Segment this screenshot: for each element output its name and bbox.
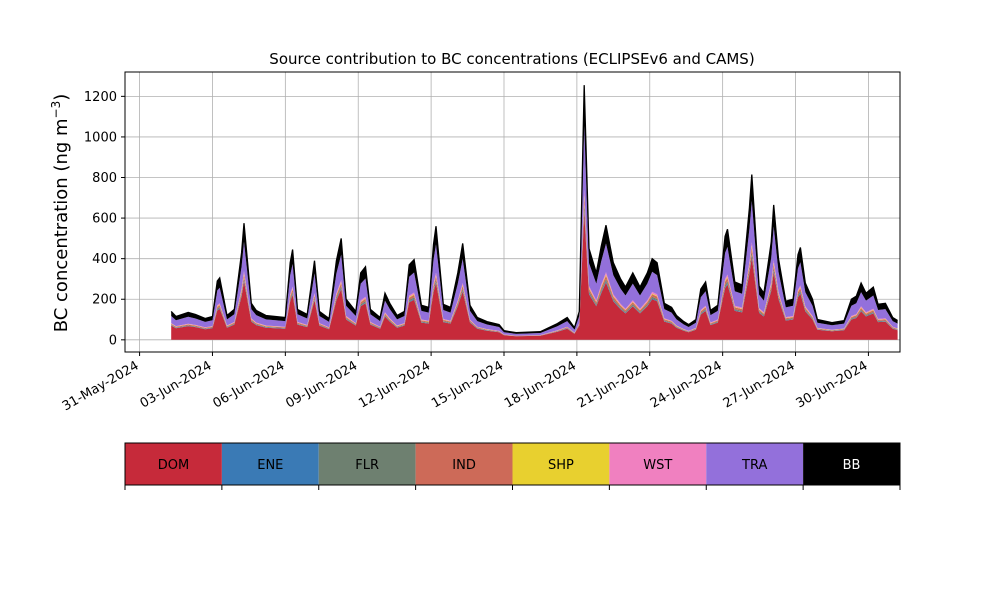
area-tra	[171, 125, 898, 336]
legend-swatch-bb	[803, 443, 900, 485]
x-tick-label: 30-Jun-2024	[794, 358, 871, 411]
legend-swatch-dom	[125, 443, 222, 485]
x-tick-label: 27-Jun-2024	[721, 358, 798, 411]
grid-lines	[125, 72, 900, 352]
legend-swatch-ene	[221, 443, 319, 485]
y-axis-label-close: )	[51, 94, 72, 101]
y-axis-label: BC concentration (ng m−3)	[49, 94, 72, 333]
x-tick-label: 31-May-2024	[60, 358, 142, 414]
y-tick-label: 200	[92, 293, 117, 308]
legend-label-flr: FLR	[355, 458, 379, 473]
y-tick-label: 1000	[84, 130, 117, 145]
x-tick-label: 21-Jun-2024	[575, 358, 652, 411]
y-tick-label: 1200	[84, 90, 117, 105]
legend-label-ind: IND	[452, 458, 476, 473]
y-tick-label: 600	[92, 212, 117, 227]
legend-label-tra: TRA	[741, 458, 767, 473]
x-tick-label: 03-Jun-2024	[138, 358, 215, 411]
y-axis-label-exponent: −3	[49, 101, 63, 119]
plot-frame	[124, 71, 901, 353]
chart-title: Source contribution to BC concentrations…	[269, 50, 754, 68]
legend-label-wst: WST	[643, 458, 672, 473]
legend-label-shp: SHP	[548, 458, 574, 473]
y-tick-label: 0	[109, 333, 117, 348]
legend-swatch-tra	[706, 443, 804, 485]
legend-swatch-ind	[415, 443, 513, 485]
legend-label-dom: DOM	[158, 458, 189, 473]
x-tick-label: 09-Jun-2024	[283, 358, 360, 411]
legend-label-bb: BB	[843, 458, 861, 473]
y-tick-label: 400	[92, 252, 117, 267]
x-tick-label: 12-Jun-2024	[356, 358, 433, 411]
y-axis-label-main: BC concentration (ng m	[51, 118, 72, 332]
legend-swatch-flr	[318, 443, 416, 485]
x-tick-label: 15-Jun-2024	[429, 358, 506, 411]
y-tick-label: 800	[92, 171, 117, 186]
legend-swatch-shp	[512, 443, 610, 485]
x-tick-label: 18-Jun-2024	[502, 358, 579, 411]
x-tick-label: 06-Jun-2024	[211, 358, 288, 411]
area-bb	[171, 85, 898, 334]
legend-label-ene: ENE	[257, 458, 283, 473]
legend-swatch-wst	[609, 443, 707, 485]
area-dom	[171, 212, 898, 340]
x-tick-label: 24-Jun-2024	[648, 358, 725, 411]
legend: DOM ENE FLR IND SHP WST TRA BB	[124, 442, 901, 490]
stacked-areas	[171, 85, 898, 340]
total-outline	[170, 85, 898, 334]
